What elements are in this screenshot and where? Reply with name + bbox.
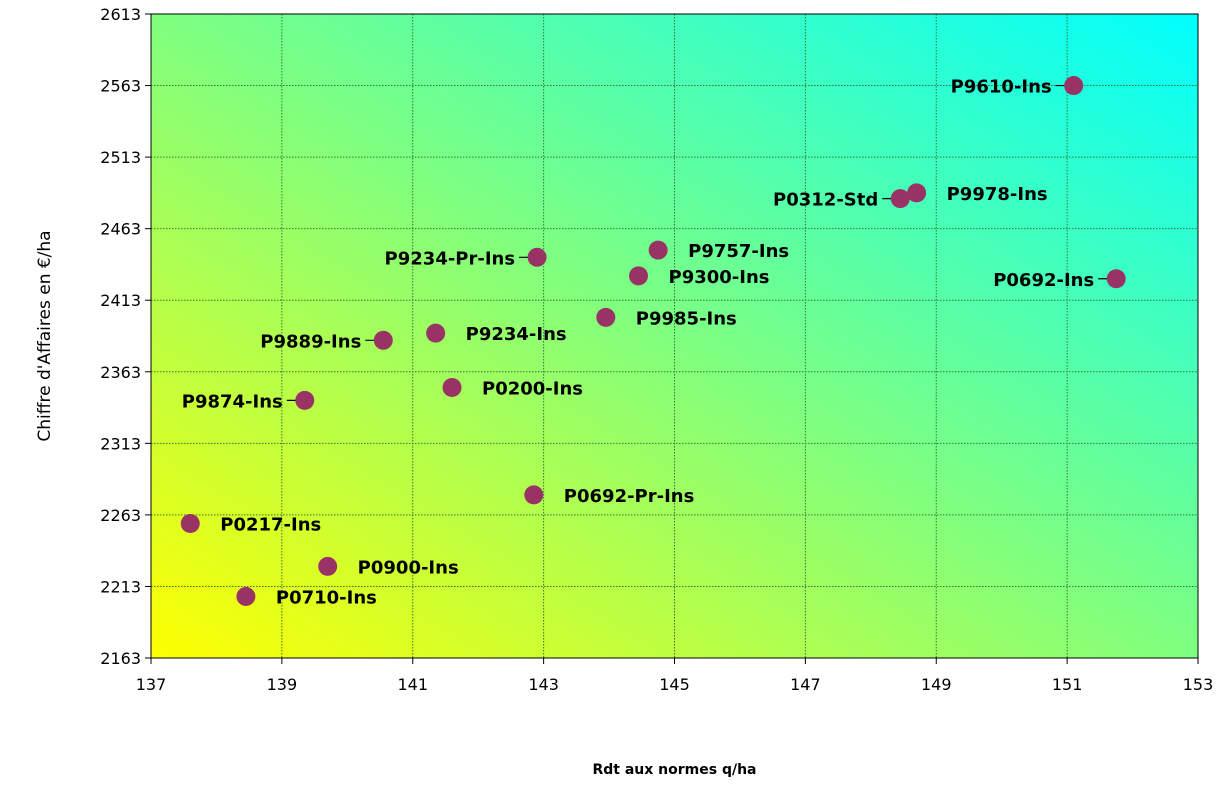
data-point-label: P0692-Ins	[993, 270, 1094, 291]
y-tick-label: 2463	[100, 220, 141, 239]
data-point-label: P9978-Ins	[947, 184, 1048, 205]
data-point	[596, 307, 616, 327]
y-tick-label: 2363	[100, 363, 141, 382]
x-tick-label: 145	[659, 675, 690, 694]
data-point	[180, 513, 200, 533]
data-point-label: P0217-Ins	[220, 514, 321, 535]
data-point-label: P0710-Ins	[276, 587, 377, 608]
data-point	[524, 485, 544, 505]
x-tick-label: 137	[136, 675, 167, 694]
data-point-label: P9985-Ins	[636, 308, 737, 329]
data-point-group: P0312-Std	[773, 189, 910, 211]
data-point	[1064, 76, 1084, 96]
data-point	[373, 330, 393, 350]
data-point	[629, 266, 649, 286]
data-point	[442, 378, 462, 398]
data-point-group: P9610-Ins	[951, 76, 1084, 98]
data-point-group: P9300-Ins	[629, 266, 770, 288]
data-points: P9610-Ins P9978-Ins P0312-Std P9757-Ins P923…	[180, 76, 1126, 608]
x-tick-label: 141	[397, 675, 428, 694]
data-point	[1106, 269, 1126, 289]
y-tick-label: 2413	[100, 291, 141, 310]
data-point-label: P0312-Std	[773, 190, 878, 211]
data-point	[426, 323, 446, 343]
axes	[145, 13, 1199, 664]
data-point	[527, 247, 547, 267]
x-tick-label: 139	[267, 675, 298, 694]
data-point	[295, 390, 315, 410]
y-tick-label: 2513	[100, 148, 141, 167]
data-point-group: P9889-Ins	[260, 330, 393, 352]
x-tick-label: 149	[921, 675, 952, 694]
x-tick-label: 151	[1052, 675, 1083, 694]
y-tick-label: 2613	[100, 5, 141, 24]
y-tick-label: 2213	[100, 577, 141, 596]
x-tick-label: 153	[1183, 675, 1214, 694]
x-tick-label: 147	[790, 675, 821, 694]
y-axis-label: Chiffre d'Affaires en €/ha	[35, 230, 55, 441]
x-tick-labels: 137 139 141 143 145 147 149 151 153	[136, 675, 1214, 694]
plot-frame	[150, 13, 1199, 659]
data-point-group: P0200-Ins	[442, 378, 583, 400]
data-point-label: P0200-Ins	[482, 379, 583, 400]
data-point-group: P0692-Ins	[993, 269, 1126, 291]
data-point-group: P9234-Ins	[426, 323, 567, 345]
data-point	[318, 556, 338, 576]
data-point-label: P9234-Pr-Ins	[385, 248, 516, 269]
data-point-group: P9985-Ins	[596, 307, 737, 329]
data-point-group: P0217-Ins	[180, 513, 321, 535]
data-point-group: P0692-Pr-Ins	[524, 485, 694, 507]
data-point	[648, 240, 668, 260]
data-point-group: P9757-Ins	[648, 240, 789, 262]
y-tick-label: 2263	[100, 506, 141, 525]
data-point-group: P9234-Pr-Ins	[385, 247, 547, 269]
data-point	[907, 183, 927, 203]
data-point-label: P9610-Ins	[951, 77, 1052, 98]
x-tick-label: 143	[528, 675, 559, 694]
data-point-group: P9978-Ins	[907, 183, 1048, 205]
data-point-label: P9889-Ins	[260, 331, 361, 352]
data-point-label: P0692-Pr-Ins	[564, 486, 695, 507]
data-point-label: P9234-Ins	[466, 324, 567, 345]
data-point-label: P9874-Ins	[182, 391, 283, 412]
y-tick-labels: 2163 2213 2263 2313 2363 2413 2463 2513 2563 2613	[100, 5, 141, 668]
y-tick-label: 2313	[100, 434, 141, 453]
data-point-label: P0900-Ins	[358, 557, 459, 578]
gridlines	[151, 14, 1198, 658]
data-point-group: P0710-Ins	[236, 586, 377, 608]
x-axis-label: Rdt aux normes q/ha	[592, 762, 756, 778]
data-point-group: P0900-Ins	[318, 556, 459, 578]
data-point-label: P9300-Ins	[669, 267, 770, 288]
y-tick-label: 2163	[100, 649, 141, 668]
data-point-label: P9757-Ins	[688, 241, 789, 262]
data-point	[236, 586, 256, 606]
data-point-group: P9874-Ins	[182, 390, 315, 412]
y-tick-label: 2563	[100, 77, 141, 96]
data-point	[890, 189, 910, 209]
